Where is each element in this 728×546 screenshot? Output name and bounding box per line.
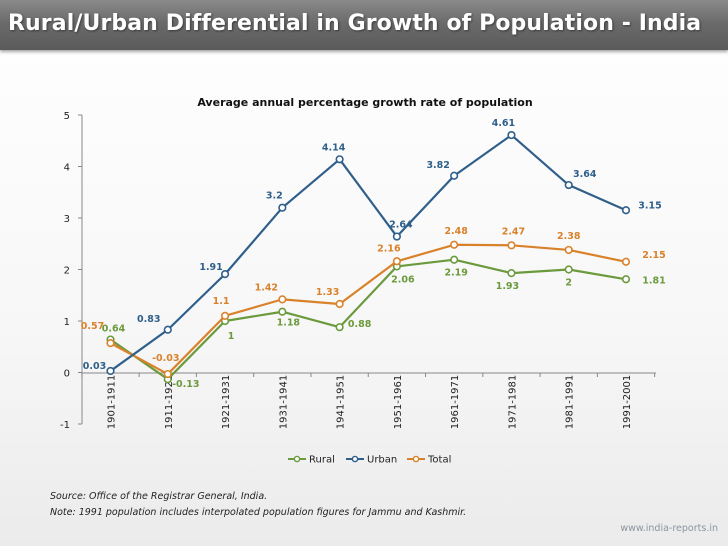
data-point-total [106, 339, 115, 348]
data-label-urban: 3.64 [573, 169, 597, 180]
chart-area: Average annual percentage growth rate of… [0, 88, 728, 480]
data-point-rural [335, 323, 344, 332]
data-label-rural: -0.13 [172, 379, 199, 390]
data-point-total [621, 257, 631, 266]
data-label-urban: 0.03 [83, 361, 106, 372]
data-point-urban [106, 366, 115, 376]
data-label-rural: 1.18 [277, 318, 301, 329]
legend-swatch-marker [293, 455, 301, 463]
x-tick-label: 1961-1971 [450, 375, 461, 430]
data-label-urban: 4.14 [322, 142, 346, 153]
data-point-rural [621, 275, 631, 284]
data-point-rural [507, 269, 516, 278]
data-label-urban: 4.61 [492, 118, 515, 129]
y-tick-label: 4 [64, 163, 70, 174]
y-tick-label: 1 [64, 317, 70, 328]
population-note: Note: 1991 population includes interpola… [50, 507, 467, 518]
x-tick-label: 1921-1931 [221, 375, 232, 430]
data-label-rural: 2.06 [391, 274, 415, 285]
data-label-total: 2.48 [444, 226, 468, 237]
data-point-total [507, 241, 516, 250]
data-point-urban [564, 180, 573, 190]
data-point-urban [621, 206, 631, 215]
data-label-rural: 2 [565, 278, 572, 289]
data-point-total [220, 311, 230, 320]
data-point-total [163, 369, 172, 379]
data-point-total [564, 245, 573, 255]
data-point-total [335, 299, 344, 309]
data-label-urban: 3.82 [426, 160, 449, 171]
data-label-total: 2.38 [557, 231, 581, 242]
x-tick-label: 1941-1951 [336, 375, 347, 430]
data-label-rural: 2.19 [444, 268, 467, 279]
brand-link[interactable]: www.india-reports.in [620, 523, 718, 534]
data-label-rural: 1.81 [642, 275, 665, 286]
legend-swatch-marker [351, 455, 359, 463]
data-label-total: 1.33 [316, 287, 339, 298]
data-label-rural: 1 [228, 331, 235, 342]
x-tick-label: 1991-2001 [622, 375, 633, 430]
data-label-urban: 3.2 [266, 191, 283, 202]
data-label-total: -0.03 [152, 353, 179, 364]
x-tick-label: 1901-1911 [107, 375, 118, 430]
y-tick-label: 2 [64, 266, 70, 277]
legend-item-urban: Urban [346, 455, 397, 466]
chart-title: Average annual percentage growth rate of… [197, 96, 532, 109]
data-point-urban [450, 171, 459, 180]
data-label-total: 2.16 [377, 243, 401, 254]
y-tick-label: 0 [64, 369, 70, 380]
data-label-total: 1.42 [255, 282, 278, 293]
data-point-urban [335, 155, 344, 164]
data-point-urban [507, 130, 516, 140]
data-label-rural: 1.93 [496, 281, 519, 292]
legend-item-rural: Rural [288, 455, 335, 466]
data-label-urban: 2.64 [389, 220, 413, 231]
legend-label: Rural [309, 455, 335, 466]
y-tick-label: -1 [60, 420, 70, 431]
data-point-urban [278, 203, 287, 212]
x-tick-label: 1971-1981 [507, 375, 518, 430]
x-tick-label: 1911-1921 [164, 375, 175, 430]
data-label-total: 2.47 [502, 226, 525, 237]
data-label-urban: 3.15 [638, 200, 661, 211]
series-line-total [109, 243, 627, 376]
title-bar: Rural/Urban Differential in Growth of Po… [0, 0, 728, 50]
series-line-urban [109, 133, 627, 372]
x-tick-label: 1931-1941 [278, 375, 289, 430]
y-tick-label: 5 [64, 111, 70, 122]
legend-swatch-marker [412, 455, 420, 463]
series-line-rural [109, 258, 627, 381]
line-chart: Average annual percentage growth rate of… [60, 96, 666, 466]
data-label-rural: 0.64 [102, 324, 126, 335]
data-point-rural [450, 255, 459, 264]
data-point-rural [278, 307, 287, 316]
page-title: Rural/Urban Differential in Growth of Po… [8, 11, 702, 36]
legend-label: Total [427, 455, 451, 466]
data-label-total: 2.15 [642, 250, 665, 261]
data-point-urban [392, 232, 401, 241]
data-label-urban: 1.91 [199, 262, 222, 273]
data-point-total [392, 257, 401, 266]
data-label-rural: 0.88 [348, 319, 372, 330]
legend-label: Urban [367, 455, 397, 466]
x-tick-label: 1981-1991 [565, 375, 576, 430]
x-tick-label: 1951-1961 [393, 375, 404, 430]
data-label-urban: 0.83 [137, 314, 160, 325]
data-point-total [278, 295, 287, 304]
y-tick-label: 3 [64, 214, 70, 225]
data-point-rural [564, 265, 573, 274]
legend-item-total: Total [407, 455, 451, 466]
data-point-urban [220, 270, 230, 279]
data-label-total: 1.1 [213, 296, 230, 307]
data-point-total [450, 240, 459, 249]
data-point-urban [163, 325, 172, 334]
source-note: Source: Office of the Registrar General,… [50, 491, 268, 502]
data-label-total: 0.57 [81, 321, 104, 332]
